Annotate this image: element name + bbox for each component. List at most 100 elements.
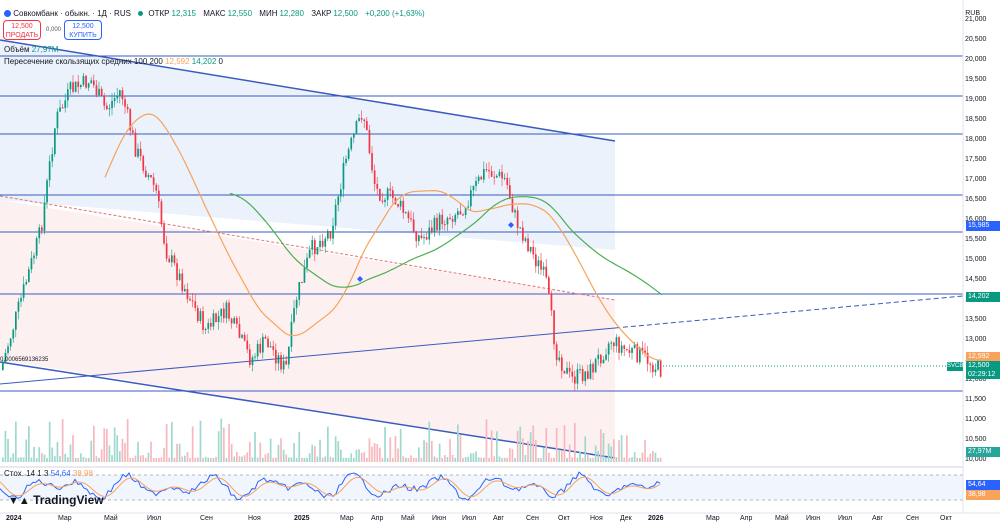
time-tick: Сен — [906, 515, 919, 522]
volume-bar — [288, 457, 290, 462]
volume-bar — [654, 452, 657, 462]
horizontal-levels — [0, 55, 963, 392]
volume-bar — [215, 456, 217, 462]
volume-bar — [108, 445, 111, 462]
volume-bar — [262, 457, 264, 462]
volume-bar — [407, 458, 410, 462]
volume-bar — [405, 457, 407, 462]
buy-button[interactable]: 12,500 КУПИТЬ — [64, 20, 102, 40]
volume-bar — [646, 457, 649, 462]
volume-bar — [69, 444, 72, 462]
time-tick: Июл — [462, 515, 477, 522]
price-tick: 13,500 — [965, 316, 987, 323]
volume-bar — [259, 442, 262, 462]
volume-bar — [186, 452, 189, 462]
candle-body — [405, 212, 407, 214]
volume-bar — [394, 436, 397, 462]
candle-body — [574, 376, 576, 384]
candle-body — [241, 334, 243, 338]
volume-bar — [488, 457, 490, 462]
volume-bar — [332, 457, 334, 462]
candle-body — [285, 360, 288, 365]
volume-bar — [243, 455, 246, 462]
candle-body — [17, 301, 20, 312]
candle-body — [59, 107, 61, 112]
candle-body — [568, 367, 571, 372]
stoch-d-tag: 38,98 — [966, 490, 1000, 500]
symbol-title[interactable]: Совкомбанк · обыкн. · 1Д · RUS — [13, 9, 131, 18]
volume-bar — [613, 439, 615, 462]
candle-body — [480, 176, 483, 180]
volume-bar — [584, 436, 587, 462]
candle-body — [142, 156, 145, 171]
spread-value: 0,000 — [46, 27, 62, 33]
candle-body — [392, 190, 394, 198]
volume-bar — [628, 457, 631, 462]
volume-bar — [519, 426, 522, 462]
volume-legend[interactable]: Объём 27,97M — [4, 45, 63, 54]
volume-bar — [327, 426, 329, 462]
volume-bar — [472, 453, 475, 462]
time-tick: Ноя — [248, 515, 261, 522]
candle-body — [134, 132, 137, 157]
volume-bar — [38, 447, 41, 462]
trendline-rising-dashed — [614, 295, 964, 329]
time-tick: Авг — [872, 515, 883, 522]
candle-body — [238, 324, 241, 338]
candle-body — [493, 176, 496, 178]
candle-body — [100, 88, 103, 96]
candle-body — [641, 347, 644, 351]
volume-bar — [506, 457, 509, 462]
time-tick: Окт — [940, 515, 952, 522]
volume-bar — [168, 457, 171, 462]
volume-bar — [137, 441, 139, 462]
volume-bar — [615, 457, 618, 462]
candle-body — [412, 219, 415, 232]
volume-bar — [217, 431, 220, 462]
candle-body — [12, 329, 15, 339]
volume-bar — [233, 456, 236, 462]
candle-body — [324, 238, 327, 247]
volume-bar — [449, 439, 451, 462]
volume-bar — [550, 457, 553, 462]
volume-bar — [392, 457, 394, 462]
volume-bar — [623, 457, 626, 462]
candle-body — [527, 238, 529, 252]
stoch-legend[interactable]: Стох. 14 1 3 54,64 38,98 — [4, 469, 93, 478]
volume-bar — [410, 455, 412, 462]
candle-body — [220, 308, 223, 316]
volume-bar — [511, 448, 514, 462]
ma-legend[interactable]: Пересечение скользящих средних 100 200 1… — [4, 57, 223, 66]
volume-bar — [95, 456, 98, 462]
candle-body — [2, 362, 4, 370]
candle-body — [9, 338, 12, 347]
volume-bar — [600, 429, 602, 462]
volume-bar — [56, 441, 59, 462]
volume-bar — [480, 457, 483, 462]
candle-body — [402, 200, 405, 213]
candle-body — [353, 133, 355, 138]
volume-bar — [165, 424, 168, 462]
volume-bar — [249, 441, 251, 462]
candle-body — [184, 289, 186, 292]
candle-body — [503, 177, 506, 179]
volume-bar — [337, 441, 340, 462]
currency-label[interactable]: RUB — [965, 10, 980, 17]
tradingview-logo-icon: ▼▲ — [8, 495, 30, 507]
sell-button[interactable]: 12,500 ПРОДАТЬ — [3, 20, 41, 40]
candle-body — [67, 89, 69, 101]
volume-bar — [158, 457, 160, 462]
high-label: МАКС — [203, 9, 226, 18]
buy-price: 12,500 — [72, 23, 94, 30]
price-tick: 15,000 — [965, 256, 987, 263]
candle-body — [311, 240, 314, 250]
volume-bar — [381, 457, 384, 462]
candle-body — [152, 177, 155, 185]
tradingview-logo[interactable]: ▼▲ TradingView — [8, 493, 104, 507]
volume-bar — [61, 419, 64, 462]
volume-bar — [428, 421, 431, 462]
candle-body — [602, 359, 605, 364]
volume-bar — [652, 450, 654, 462]
candle-body — [113, 98, 116, 101]
